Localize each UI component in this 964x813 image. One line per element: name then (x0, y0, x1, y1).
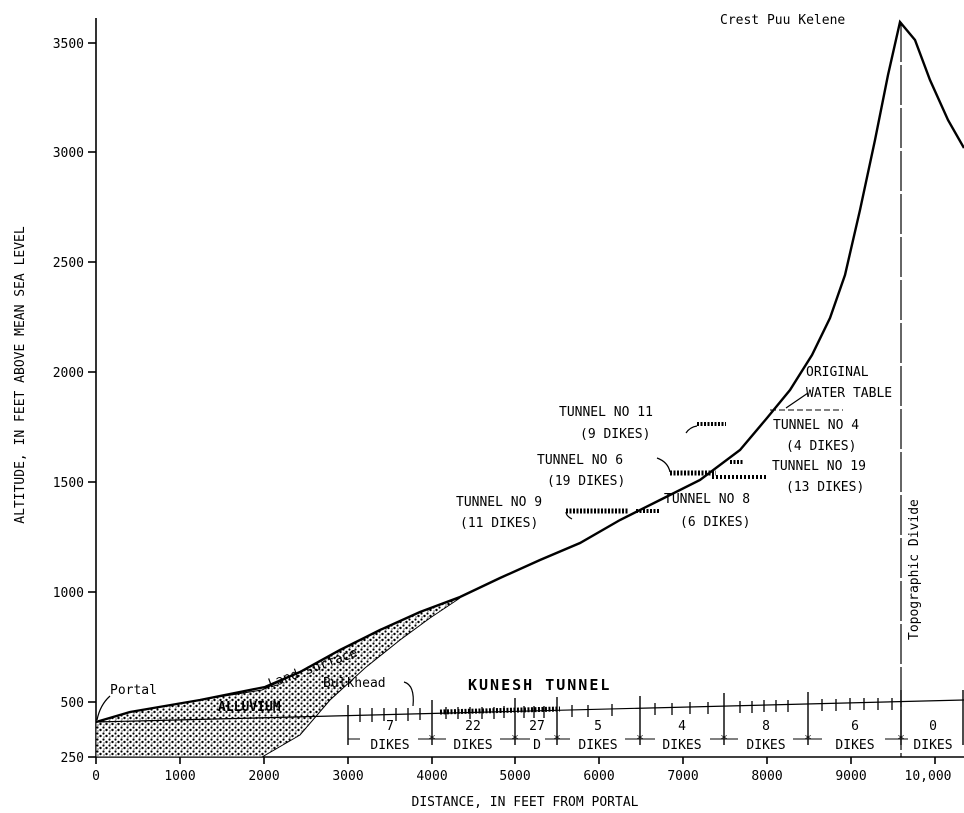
tunnel-19-name: TUNNEL NO 19 (772, 459, 866, 474)
dike-word-label: DIKES (835, 738, 874, 753)
tunnel-6-dikes: (19 DIKES) (547, 474, 625, 489)
x-axis-ticks: 0 1000 2000 3000 4000 5000 6000 7000 800… (92, 757, 951, 784)
portal-label: Portal (110, 683, 157, 698)
svg-text:*: * (511, 733, 519, 748)
dike-word-label: DIKES (913, 738, 952, 753)
svg-text:*: * (428, 733, 436, 748)
x-axis-title: DISTANCE, IN FEET FROM PORTAL (412, 795, 639, 810)
y-tick-label: 2500 (53, 256, 84, 271)
y-tick-label: 3500 (53, 37, 84, 52)
y-axis-title: ALTITUDE, IN FEET ABOVE MEAN SEA LEVEL (13, 226, 28, 524)
svg-text:*: * (553, 733, 561, 748)
svg-text:*: * (804, 733, 812, 748)
bulkhead-leader (403, 681, 414, 707)
topographic-divide-label: Topographic Divide (907, 499, 922, 640)
dike-count-label: 27 (529, 719, 545, 734)
water-table-label-1: ORIGINAL (806, 365, 869, 380)
dike-segment-dividers (347, 690, 964, 745)
small-tunnel-marks (565, 422, 768, 520)
dike-word-label: DIKES (662, 738, 701, 753)
dike-count-label: 5 (594, 719, 602, 734)
water-table-label-2: WATER TABLE (806, 386, 892, 401)
dike-count-label: 7 (386, 719, 394, 734)
dike-segment-labels: 7 DIKES 22 DIKES 27 D 5 DIKES 4 DIKES 8 … (370, 719, 952, 753)
x-tick-label: 7000 (667, 769, 698, 784)
dike-count-label: 6 (851, 719, 859, 734)
dike-count-label: 22 (465, 719, 481, 734)
x-tick-label: 5000 (499, 769, 530, 784)
kunesh-tunnel-title: KUNESH TUNNEL (468, 676, 611, 694)
tunnel-6-name: TUNNEL NO 6 (537, 453, 623, 468)
alluvium-label: ALLUVIUM (218, 700, 281, 715)
x-tick-label: 0 (92, 769, 100, 784)
dike-word-label: DIKES (453, 738, 492, 753)
tunnel-9-dikes: (11 DIKES) (460, 516, 538, 531)
kunesh-tunnel-line (95, 699, 964, 723)
tunnel-8-dikes: (6 DIKES) (680, 515, 750, 530)
y-tick-label: 1500 (53, 476, 84, 491)
crest-label: Crest Puu Kelene (720, 13, 845, 28)
x-tick-label: 6000 (583, 769, 614, 784)
dike-word-label: DIKES (370, 738, 409, 753)
bulkhead-label: Bulkhead (323, 676, 386, 691)
x-tick-label: 4000 (416, 769, 447, 784)
tunnel-9-name: TUNNEL NO 9 (456, 495, 542, 510)
svg-text:*: * (720, 733, 728, 748)
x-tick-label: 2000 (248, 769, 279, 784)
x-tick-label: 8000 (751, 769, 782, 784)
tunnel-8-name: TUNNEL NO 8 (664, 492, 750, 507)
x-tick-label: 10,000 (905, 769, 952, 784)
dike-ticks (359, 698, 893, 722)
dike-cluster (439, 706, 561, 715)
tunnel-4-name: TUNNEL NO 4 (773, 418, 859, 433)
y-tick-label: 2000 (53, 366, 84, 381)
tunnel-4-dikes: (4 DIKES) (786, 439, 856, 454)
land-surface-line (95, 19, 964, 724)
water-table-leader (785, 392, 809, 409)
svg-text:*: * (636, 733, 644, 748)
y-axis-ticks: 250 500 1000 1500 2000 2500 3000 3500 (53, 37, 96, 766)
dike-count-label: 4 (678, 719, 686, 734)
y-tick-label: 500 (61, 696, 84, 711)
y-tick-label: 1000 (53, 586, 84, 601)
dike-count-label: 0 (929, 719, 937, 734)
x-tick-label: 1000 (164, 769, 195, 784)
dike-word-label: D (533, 738, 541, 753)
dike-word-label: DIKES (746, 738, 785, 753)
tunnel-19-dikes: (13 DIKES) (786, 480, 864, 495)
y-tick-label: 250 (61, 751, 84, 766)
dike-count-label: 8 (762, 719, 770, 734)
tunnel-11-name: TUNNEL NO 11 (559, 405, 653, 420)
portal-leader (96, 695, 111, 721)
x-tick-label: 3000 (332, 769, 363, 784)
dike-word-label: DIKES (578, 738, 617, 753)
tunnel-11-dikes: (9 DIKES) (580, 427, 650, 442)
y-tick-label: 3000 (53, 146, 84, 161)
x-tick-label: 9000 (835, 769, 866, 784)
